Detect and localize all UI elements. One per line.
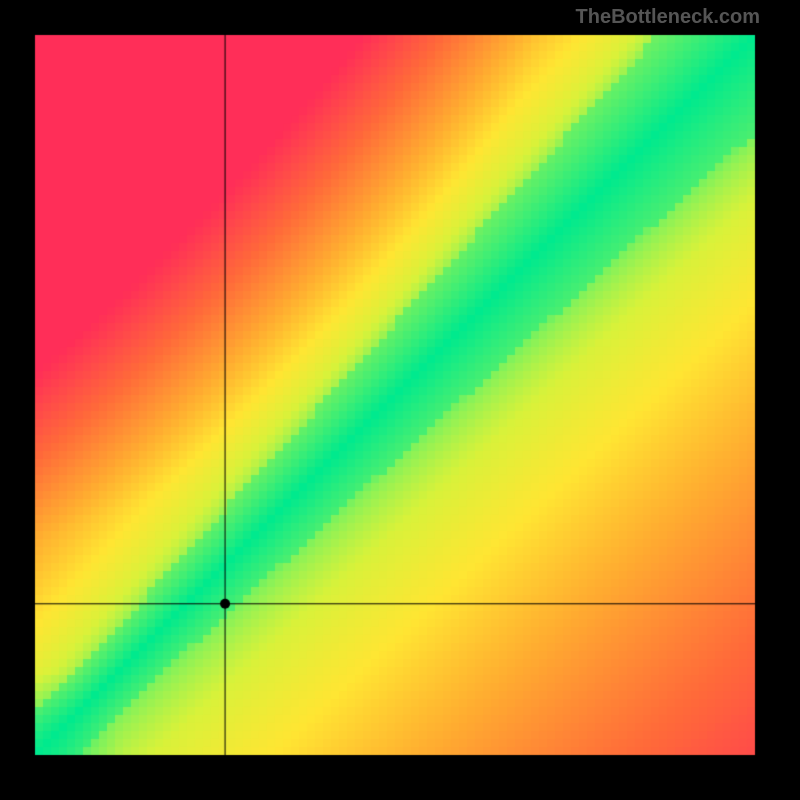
attribution-text: TheBottleneck.com bbox=[576, 6, 760, 29]
chart-container: TheBottleneck.com bbox=[0, 0, 800, 800]
bottleneck-heatmap bbox=[0, 0, 800, 800]
